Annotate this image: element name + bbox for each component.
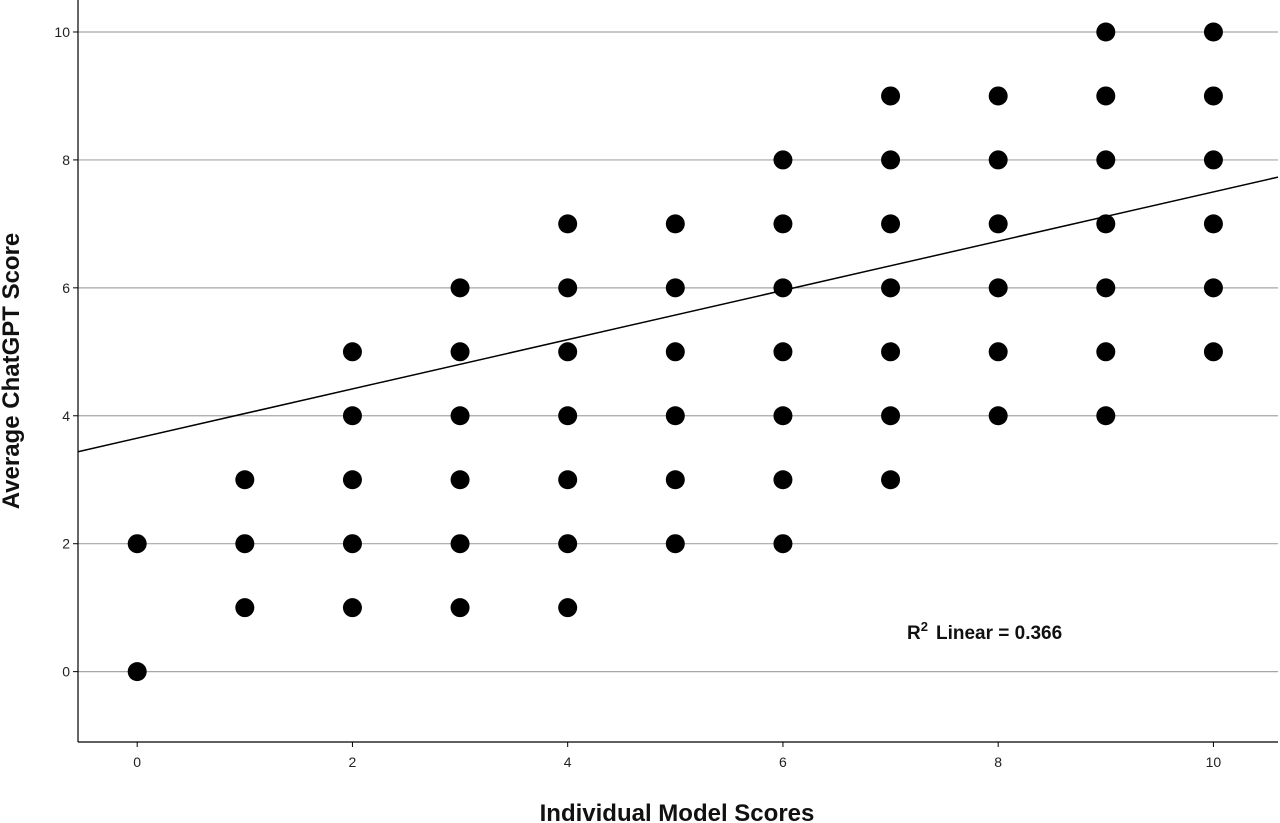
r-squared-annotation: R2 Linear = 0.366 [907,619,1062,644]
data-point-7-7 [881,214,901,234]
data-point-2-3 [342,470,362,490]
data-point-0-2 [127,534,147,554]
data-point-10-7 [1203,214,1223,234]
data-point-8-9 [988,86,1008,106]
data-point-10-5 [1203,342,1223,362]
data-point-9-8 [1096,150,1116,170]
x-tick-label-6: 6 [779,754,787,770]
y-tick-label-10: 10 [54,24,70,40]
data-point-4-2 [558,534,578,554]
data-point-3-2 [450,534,470,554]
data-point-6-2 [773,534,793,554]
data-point-7-6 [881,278,901,298]
data-point-4-4 [558,406,578,426]
data-point-6-3 [773,470,793,490]
x-axis-title: Individual Model Scores [540,800,815,823]
data-point-4-1 [558,598,578,618]
data-point-5-3 [665,470,685,490]
r2-text: Linear = 0.366 [936,623,1062,644]
data-point-2-1 [342,598,362,618]
data-point-6-5 [773,342,793,362]
data-point-5-4 [665,406,685,426]
data-point-4-3 [558,470,578,490]
data-point-4-6 [558,278,578,298]
data-point-6-6 [773,278,793,298]
data-point-7-4 [881,406,901,426]
data-point-2-5 [342,342,362,362]
data-point-9-9 [1096,86,1116,106]
y-tick-label-2: 2 [62,536,70,552]
data-point-8-4 [988,406,1008,426]
data-point-1-3 [235,470,255,490]
y-tick-label-0: 0 [62,664,70,680]
x-tick-label-2: 2 [349,754,357,770]
data-point-8-5 [988,342,1008,362]
data-point-3-6 [450,278,470,298]
data-point-6-8 [773,150,793,170]
data-point-9-10 [1096,22,1116,42]
linear-fit-line [77,176,1279,453]
y-axis-title: Average ChatGPT Score [0,233,25,510]
x-tick-label-0: 0 [133,754,141,770]
data-point-7-8 [881,150,901,170]
r2-superscript: 2 [921,619,928,634]
x-tick-label-4: 4 [564,754,572,770]
data-point-4-7 [558,214,578,234]
data-point-8-7 [988,214,1008,234]
data-point-10-9 [1203,86,1223,106]
data-point-3-1 [450,598,470,618]
r2-prefix: R [907,623,921,644]
data-points [127,22,1223,682]
data-point-1-2 [235,534,255,554]
data-point-3-5 [450,342,470,362]
data-point-3-3 [450,470,470,490]
data-point-2-2 [342,534,362,554]
data-point-10-10 [1203,22,1223,42]
axes [73,0,1278,747]
data-point-8-6 [988,278,1008,298]
y-tick-label-4: 4 [62,408,70,424]
data-point-5-7 [665,214,685,234]
data-point-6-4 [773,406,793,426]
x-tick-label-8: 8 [994,754,1002,770]
x-tick-label-10: 10 [1206,754,1222,770]
data-point-10-6 [1203,278,1223,298]
data-point-9-6 [1096,278,1116,298]
data-point-5-5 [665,342,685,362]
data-point-0-0 [127,662,147,682]
y-tick-label-8: 8 [62,152,70,168]
data-point-10-8 [1203,150,1223,170]
data-point-1-1 [235,598,255,618]
data-point-7-5 [881,342,901,362]
data-point-6-7 [773,214,793,234]
data-point-9-5 [1096,342,1116,362]
data-point-2-4 [342,406,362,426]
data-point-9-4 [1096,406,1116,426]
data-point-7-9 [881,86,901,106]
data-point-5-2 [665,534,685,554]
y-tick-label-6: 6 [62,280,70,296]
data-point-8-8 [988,150,1008,170]
data-point-7-3 [881,470,901,490]
data-point-5-6 [665,278,685,298]
data-point-9-7 [1096,214,1116,234]
data-point-4-5 [558,342,578,362]
tick-labels: 0 2 4 6 8 10 0 2 4 6 8 10 [54,24,1221,770]
data-point-3-4 [450,406,470,426]
